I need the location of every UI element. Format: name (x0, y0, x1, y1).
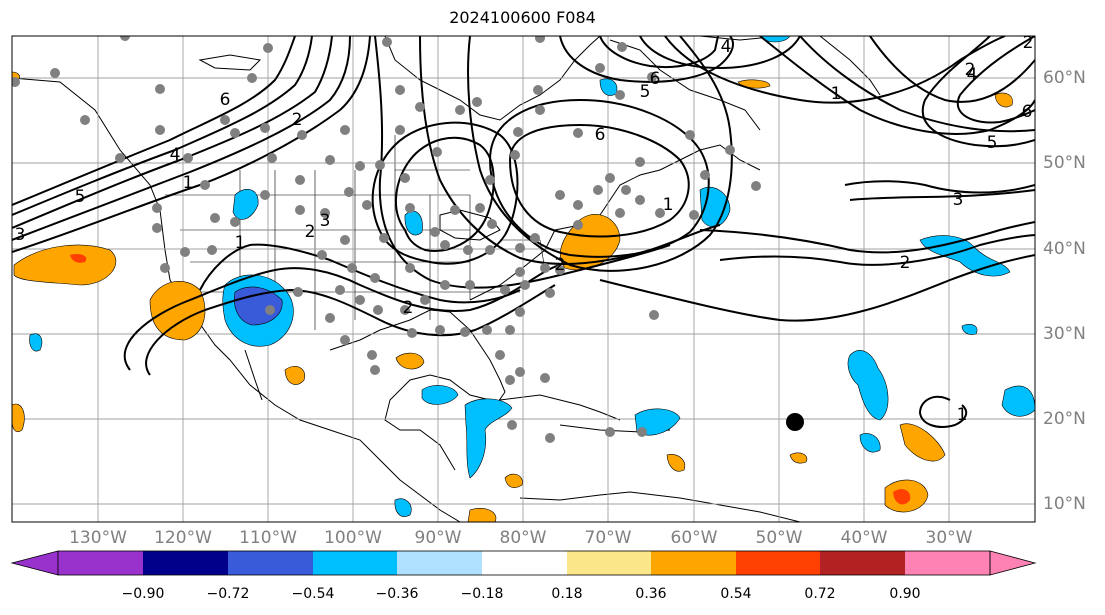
contour-label: 2 (305, 222, 316, 242)
longitude-label: 40°W (840, 528, 888, 548)
longitude-label: 90°W (414, 528, 462, 548)
colorbar-segment (482, 551, 568, 575)
colorbar-tick: −0.90 (121, 586, 165, 602)
colorbar-segment (228, 551, 314, 575)
colorbar-segment (736, 551, 822, 575)
contour-label: 4 (721, 37, 732, 57)
negative-anomaly-area (421, 385, 459, 405)
longitude-label: 100°W (324, 528, 382, 548)
colorbar-segment (143, 551, 229, 575)
coastlines (12, 36, 881, 522)
shaded-anomaly-areas (12, 36, 1035, 522)
contour-label: 1 (663, 195, 674, 215)
colorbar-tick: 0.18 (551, 586, 583, 602)
colorbar-tick: −0.18 (460, 586, 504, 602)
longitude-label: 60°W (670, 528, 718, 548)
colorbar-tick: −0.72 (206, 586, 250, 602)
contour-lines (12, 36, 1035, 428)
contour-label: 4 (170, 145, 181, 165)
colorbar-tick: −0.36 (375, 586, 419, 602)
station-markers (12, 36, 761, 443)
map-frame (11, 35, 1036, 523)
latitude-label: 10°N (1043, 494, 1086, 514)
contour-label-group: 6 2 5 4 1 3 2 1 2 6 5 4 2 1 2 3 5 6 2 3 … (15, 33, 1034, 425)
contour-label: 5 (640, 82, 651, 102)
positive-anomaly-area (994, 92, 1013, 108)
colorbar-segment (397, 551, 483, 575)
negative-anomaly-area (394, 498, 412, 517)
negative-anomaly-area (961, 324, 978, 335)
colorbar-tick: −0.54 (291, 586, 335, 602)
contour-label: 1 (183, 173, 194, 193)
contour-label: 2 (403, 298, 414, 318)
positive-anomaly-area (149, 281, 206, 341)
contour-label: 2 (292, 110, 303, 130)
contour-label: 2 (900, 253, 911, 273)
negative-anomaly-area (859, 433, 881, 453)
colorbar-tick: 0.54 (720, 586, 752, 602)
longitude-label: 130°W (69, 528, 127, 548)
colorbar-extend-low (10, 550, 59, 576)
negative-anomaly-area (29, 333, 43, 352)
latitude-label: 40°N (1043, 239, 1086, 259)
longitude-label: 80°W (499, 528, 547, 548)
colorbar-tick: 0.72 (804, 586, 836, 602)
map-background (12, 36, 1035, 522)
colorbar-segment (58, 551, 144, 575)
map-title: 2024100600 F084 (449, 8, 596, 27)
contour-label: 2 (555, 255, 566, 275)
latitude-label: 20°N (1043, 409, 1086, 429)
contour-label: 6 (595, 125, 606, 145)
map-panel: 6 2 5 4 1 3 2 1 2 6 5 4 2 1 2 3 5 6 2 3 … (11, 33, 1036, 523)
contour-label: 2 (1023, 33, 1034, 53)
contour-label: 1 (235, 233, 246, 253)
positive-anomaly-area (13, 244, 117, 286)
latitude-label: 60°N (1043, 68, 1086, 88)
positive-anomaly-area (893, 489, 911, 505)
contour-label: 3 (320, 211, 331, 231)
positive-anomaly-area (666, 454, 686, 472)
negative-anomaly-area (232, 188, 259, 220)
positive-anomaly-area (504, 473, 523, 488)
contour-label: 5 (75, 187, 86, 207)
contour-label: 4 (967, 65, 978, 85)
colorbar-tick: 0.90 (889, 586, 921, 602)
negative-anomaly-area (847, 350, 889, 421)
contour-label: 3 (15, 225, 26, 245)
colorbar-segment (820, 551, 906, 575)
positive-anomaly-area (899, 423, 946, 462)
negative-anomaly-area (464, 398, 513, 479)
longitude-label: 50°W (755, 528, 803, 548)
longitude-label: 110°W (239, 528, 297, 548)
storm-center-marker (786, 413, 804, 431)
positive-anomaly-area (789, 452, 808, 464)
colorbar-tick: 0.36 (635, 586, 667, 602)
colorbar (10, 550, 1037, 576)
contour-label: 3 (953, 190, 964, 210)
contour-label: 6 (1022, 102, 1033, 122)
colorbar-segment (567, 551, 653, 575)
longitude-label: 120°W (154, 528, 212, 548)
contour-label: 5 (987, 133, 998, 153)
latitude-label: 50°N (1043, 153, 1086, 173)
contour-label: 1 (831, 84, 842, 104)
positive-anomaly-area (70, 253, 87, 263)
positive-anomaly-area (467, 508, 497, 522)
longitude-label: 70°W (584, 528, 632, 548)
contour-label: 1 (957, 405, 968, 425)
colorbar-segment (313, 551, 399, 575)
positive-anomaly-area (395, 352, 425, 370)
longitude-label: 30°W (925, 528, 973, 548)
colorbar-extend-high (989, 550, 1037, 576)
colorbar-segment (651, 551, 737, 575)
colorbar-frame (57, 550, 991, 576)
contour-label: 2 (965, 60, 976, 80)
positive-anomaly-area (284, 366, 306, 385)
colorbar-segment (905, 551, 991, 575)
contour-label: 6 (650, 69, 661, 89)
latitude-label: 30°N (1043, 324, 1086, 344)
contour-label: 6 (220, 90, 231, 110)
